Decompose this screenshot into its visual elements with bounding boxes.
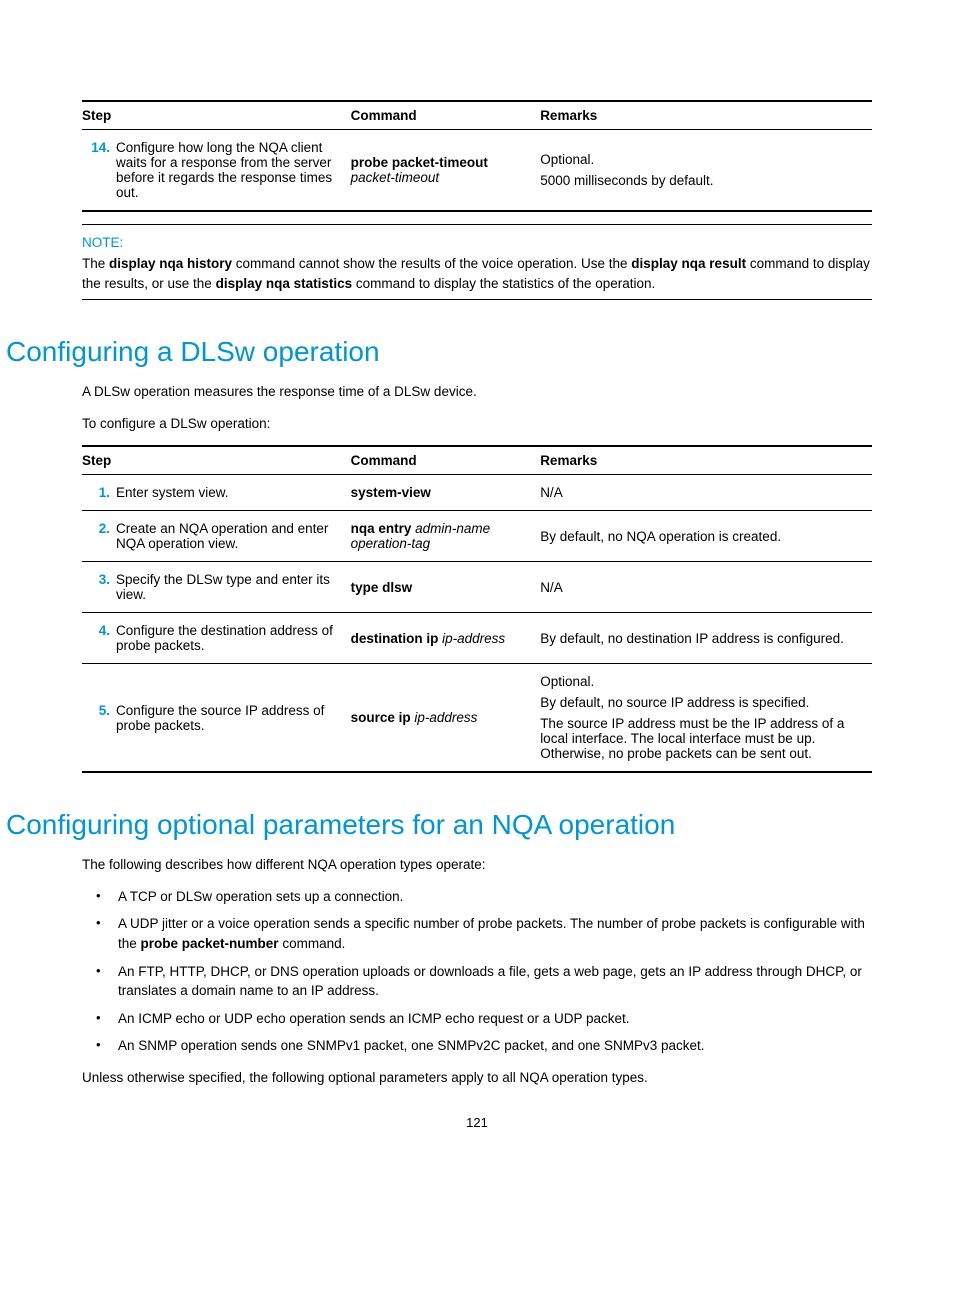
step-number: 2. [82, 521, 110, 536]
bold-text: display nqa statistics [216, 276, 353, 291]
remark-line: By default, no source IP address is spec… [540, 695, 864, 710]
table-row: 4. Configure the destination address of p… [82, 613, 872, 664]
cell-remarks: Optional. 5000 milliseconds by default. [540, 130, 872, 212]
cell-step: 14. Configure how long the NQA client wai… [82, 130, 351, 212]
cell-step: 3. Specify the DLSw type and enter its vi… [82, 562, 351, 613]
cell-step: 1. Enter system view. [82, 475, 351, 511]
th-remarks: Remarks [540, 101, 872, 130]
step-text: Specify the DLSw type and enter its view… [116, 572, 339, 602]
note-rule-bottom [82, 299, 872, 300]
remark-line: By default, no destination IP address is… [540, 631, 864, 646]
command-keyword: type dlsw [351, 580, 413, 595]
cell-command: system-view [351, 475, 541, 511]
th-step: Step [82, 101, 351, 130]
table2-body: 1. Enter system view. system-view N/A 2. Crea… [82, 475, 872, 773]
step-number: 14. [82, 140, 110, 155]
command-keyword: nqa entry [351, 521, 412, 536]
table-row: 5. Configure the source IP address of pro… [82, 664, 872, 773]
cell-remarks: N/A [540, 475, 872, 511]
step-text: Configure the source IP address of probe… [116, 703, 339, 733]
cell-command: type dlsw [351, 562, 541, 613]
step-number: 5. [82, 703, 110, 718]
bold-text: display nqa result [631, 256, 746, 271]
note-text: The display nqa history command cannot s… [82, 254, 872, 293]
step-text: Create an NQA operation and enter NQA op… [116, 521, 339, 551]
command-argument: ip-address [414, 710, 477, 725]
heading-optional: Configuring optional parameters for an N… [6, 809, 872, 841]
optional-outro: Unless otherwise specified, the followin… [82, 1068, 872, 1088]
step-number: 4. [82, 623, 110, 638]
cell-command: nqa entry admin-name operation-tag [351, 511, 541, 562]
cell-remarks: By default, no destination IP address is… [540, 613, 872, 664]
th-command: Command [351, 446, 541, 475]
list-item: An FTP, HTTP, DHCP, or DNS operation upl… [82, 962, 872, 1001]
dlsw-intro1: A DLSw operation measures the response t… [82, 382, 872, 402]
th-step: Step [82, 446, 351, 475]
table-dlsw: Step Command Remarks 1. Enter system view… [82, 445, 872, 773]
table-row: 14. Configure how long the NQA client wai… [82, 130, 872, 212]
step-number: 3. [82, 572, 110, 587]
command-argument: packet-timeout [351, 170, 440, 185]
remark-line: N/A [540, 485, 864, 500]
command-keyword: system-view [351, 485, 431, 500]
remark-line: Optional. [540, 674, 864, 689]
cell-remarks: N/A [540, 562, 872, 613]
note-rule-top [82, 224, 872, 225]
note-label: NOTE: [82, 235, 872, 250]
list-item: An ICMP echo or UDP echo operation sends… [82, 1009, 872, 1029]
cell-command: source ip ip-address [351, 664, 541, 773]
command-keyword: source ip [351, 710, 411, 725]
dlsw-intro2: To configure a DLSw operation: [82, 414, 872, 434]
cell-step: 2. Create an NQA operation and enter NQA … [82, 511, 351, 562]
step-text: Configure the destination address of pro… [116, 623, 339, 653]
remark-line: N/A [540, 580, 864, 595]
th-command: Command [351, 101, 541, 130]
step-text: Enter system view. [116, 485, 339, 500]
heading-dlsw: Configuring a DLSw operation [6, 336, 872, 368]
remark-line: By default, no NQA operation is created. [540, 529, 864, 544]
command-argument: ip-address [442, 631, 505, 646]
table-row: 3. Specify the DLSw type and enter its vi… [82, 562, 872, 613]
page: Step Command Remarks 14. Configure how lo… [0, 0, 954, 1170]
command-keyword: probe packet-timeout [351, 155, 488, 170]
step-number: 1. [82, 485, 110, 500]
optional-intro: The following describes how different NQ… [82, 855, 872, 875]
table1-body: 14. Configure how long the NQA client wai… [82, 130, 872, 212]
bold-text: probe packet-number [141, 936, 279, 951]
optional-bullets: A TCP or DLSw operation sets up a connec… [82, 887, 872, 1056]
list-item: A UDP jitter or a voice operation sends … [82, 914, 872, 953]
command-keyword: destination ip [351, 631, 439, 646]
cell-command: probe packet-timeout packet-timeout [351, 130, 541, 212]
list-item: A TCP or DLSw operation sets up a connec… [82, 887, 872, 907]
th-remarks: Remarks [540, 446, 872, 475]
cell-step: 5. Configure the source IP address of pro… [82, 664, 351, 773]
cell-remarks: Optional. By default, no source IP addres… [540, 664, 872, 773]
list-item: An SNMP operation sends one SNMPv1 packe… [82, 1036, 872, 1056]
remark-line: The source IP address must be the IP add… [540, 716, 864, 761]
note-block: NOTE: The display nqa history command ca… [82, 224, 872, 300]
remark-line: 5000 milliseconds by default. [540, 173, 864, 188]
table-probe-timeout: Step Command Remarks 14. Configure how lo… [82, 100, 872, 212]
step-text: Configure how long the NQA client waits … [116, 140, 339, 200]
table-row: 1. Enter system view. system-view N/A [82, 475, 872, 511]
cell-remarks: By default, no NQA operation is created. [540, 511, 872, 562]
bold-text: display nqa history [109, 256, 232, 271]
cell-command: destination ip ip-address [351, 613, 541, 664]
remark-line: Optional. [540, 152, 864, 167]
cell-step: 4. Configure the destination address of p… [82, 613, 351, 664]
table-row: 2. Create an NQA operation and enter NQA … [82, 511, 872, 562]
page-number: 121 [82, 1115, 872, 1130]
